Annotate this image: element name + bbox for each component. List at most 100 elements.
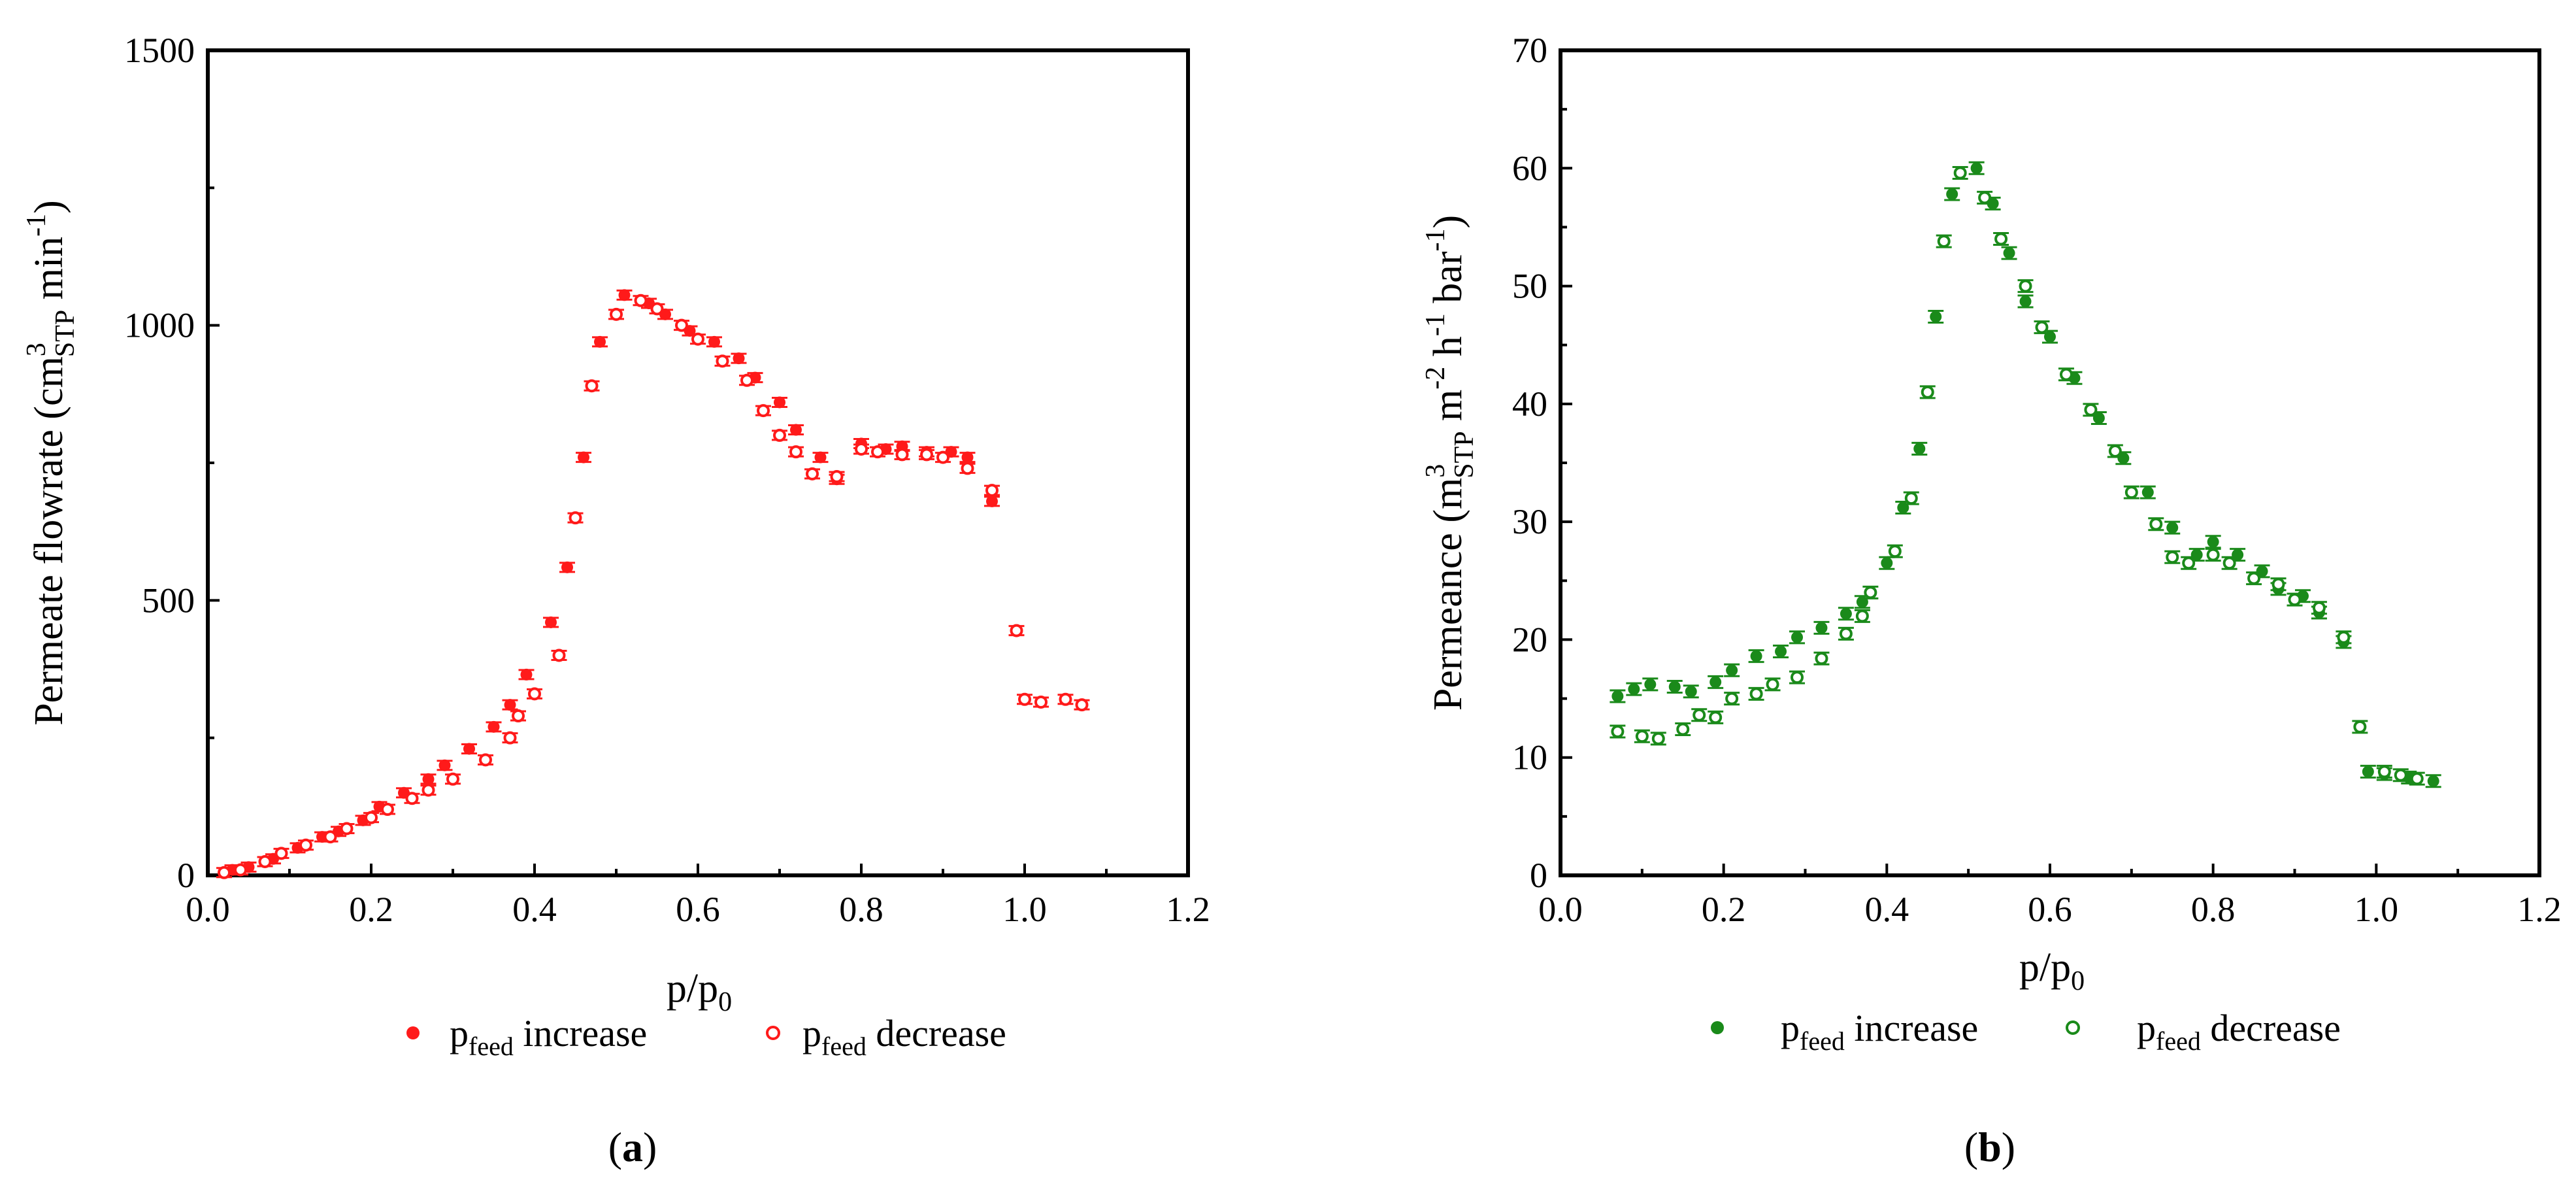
panel-b-point-increase — [1611, 690, 1624, 702]
panel-b-point-increase — [1840, 607, 1852, 620]
panel-a-point-increase — [774, 396, 785, 409]
panel-a-point-increase — [545, 616, 557, 628]
panel-a-xtick-label: 0.4 — [512, 890, 557, 929]
panel-b-point-decrease — [1749, 687, 1763, 701]
panel-a-point-decrease — [757, 404, 770, 418]
panel-a-legend-label-increase: pfeed increase — [450, 1012, 647, 1061]
panel-b-point-decrease — [2337, 630, 2351, 644]
panel-a-xtick-label: 0.6 — [676, 890, 720, 929]
panel-b-point-decrease — [2019, 279, 2032, 293]
panel-a-point-increase — [961, 451, 974, 464]
panel-b-point-increase — [1970, 162, 1983, 175]
panel-b-point-decrease — [2247, 571, 2261, 585]
panel-a-point-decrease — [381, 803, 394, 817]
panel-a-legend-marker-decrease — [766, 1026, 780, 1040]
panel-a-point-decrease — [512, 709, 525, 723]
panel-a-xlabel: p/p0 — [667, 966, 732, 1017]
panel-b-point-decrease — [1953, 166, 1967, 180]
panel-b-point-decrease — [1791, 671, 1804, 684]
panel-a-point-increase — [814, 451, 827, 464]
panel-a-point-decrease — [716, 354, 729, 368]
panel-b-point-decrease — [2206, 548, 2220, 562]
panel-a-series-decrease — [216, 294, 1090, 879]
panel-a-point-decrease — [1075, 698, 1089, 712]
panel-a-ylabel: Permeate flowrate (cm3STP min-1) — [22, 200, 80, 726]
panel-a-point-decrease — [1010, 624, 1023, 637]
panel-b-point-increase — [1644, 678, 1657, 690]
panel-b-point-decrease — [1815, 652, 1828, 666]
panel-b-xtick-label: 0.6 — [2028, 890, 2072, 929]
panel-b-legend-marker-increase — [1711, 1021, 1724, 1034]
panel-b-label: (b) — [1964, 1124, 2015, 1170]
panel-b-xtick-label: 1.0 — [2354, 890, 2399, 929]
panel-b-point-increase — [1628, 683, 1640, 696]
panel-b-point-decrease — [2182, 556, 2196, 570]
panel-a-point-decrease — [446, 772, 459, 786]
panel-b-point-decrease — [1864, 586, 1877, 599]
panel-a-point-decrease — [1034, 695, 1048, 709]
panel-b-plot-frame — [1559, 48, 2541, 877]
panel-b-point-increase — [2256, 565, 2268, 577]
panel-b-point-increase — [2427, 775, 2439, 787]
panel-b-point-decrease — [1651, 732, 1665, 745]
panel-a-point-decrease — [985, 484, 999, 497]
panel-a-point-decrease — [773, 428, 786, 442]
panel-a-xtick-label: 0.8 — [839, 890, 883, 929]
panel-a-point-decrease — [365, 811, 378, 824]
panel-b-point-decrease — [2222, 556, 2236, 570]
panel-b-point-decrease — [1676, 722, 1690, 736]
panel-b-xtick-label: 0.8 — [2191, 890, 2236, 929]
panel-b-point-decrease — [2312, 601, 2326, 615]
panel-a-point-increase — [790, 424, 802, 436]
panel-a-point-increase — [561, 561, 573, 573]
panel-b-point-decrease — [1978, 191, 1992, 205]
panel-a-point-increase — [578, 451, 589, 464]
panel-a-point-increase — [594, 335, 606, 348]
panel-b-point-decrease — [1855, 609, 1869, 623]
panel-b-point-increase — [2003, 247, 2015, 260]
panel-a-point-decrease — [920, 448, 933, 462]
panel-b-point-decrease — [2108, 444, 2122, 458]
panel-a-point-decrease — [585, 379, 599, 393]
panel-a-point-decrease — [258, 854, 272, 868]
panel-b-point-increase — [1685, 685, 1697, 698]
panel-b-ytick-label: 20 — [1512, 620, 1547, 659]
panel-b-point-decrease — [2353, 720, 2367, 733]
panel-a-xtick-label: 0.0 — [186, 890, 230, 929]
panel-b-xlabel: p/p0 — [2019, 945, 2085, 996]
panel-b-legend: pfeed increase pfeed decrease — [1711, 1007, 2341, 1056]
panel-b-point-increase — [2362, 766, 2374, 778]
panel-b-xtick-label: 0.0 — [1538, 890, 1583, 929]
panel-a-xtick-label: 0.2 — [349, 890, 393, 929]
panel-b-point-increase — [2141, 486, 2154, 499]
panel-b-point-decrease — [1725, 692, 1739, 705]
panel-b-point-decrease — [2377, 765, 2391, 779]
panel-a-ytick-label: 1000 — [124, 306, 195, 345]
panel-b-point-decrease — [1611, 725, 1625, 739]
panel-b-series-decrease — [1610, 165, 2425, 786]
panel-a-point-decrease — [936, 450, 949, 464]
panel-a-point-increase — [986, 495, 998, 507]
panel-b-xtick-label: 0.4 — [1865, 890, 1909, 929]
panel-a-xtick-label: 1.2 — [1166, 890, 1210, 929]
panel-a-point-decrease — [855, 442, 868, 456]
panel-b-point-increase — [1881, 557, 1893, 569]
panel-a-point-decrease — [650, 302, 664, 316]
panel-b-point-decrease — [2149, 517, 2163, 531]
panel-b-ytick-label: 10 — [1512, 738, 1547, 777]
panel-b-point-increase — [1709, 676, 1722, 688]
panel-a-legend: pfeed increase pfeed decrease — [406, 1012, 1006, 1061]
panel-a-ytick-label: 500 — [142, 581, 195, 620]
panel-a-ytick-label: 1500 — [124, 31, 195, 70]
panel-b-point-increase — [2117, 452, 2130, 464]
panel-b-point-decrease — [1904, 492, 1918, 505]
panel-a-point-increase — [487, 720, 500, 733]
panel-a-point-decrease — [830, 470, 844, 484]
panel-a-point-decrease — [405, 792, 419, 805]
panel-b-point-increase — [1726, 664, 1738, 677]
panel-a-point-decrease — [340, 822, 354, 835]
panel-b-point-decrease — [2035, 320, 2049, 334]
panel-a-point-decrease — [569, 511, 582, 525]
panel-a-point-decrease — [274, 847, 288, 860]
